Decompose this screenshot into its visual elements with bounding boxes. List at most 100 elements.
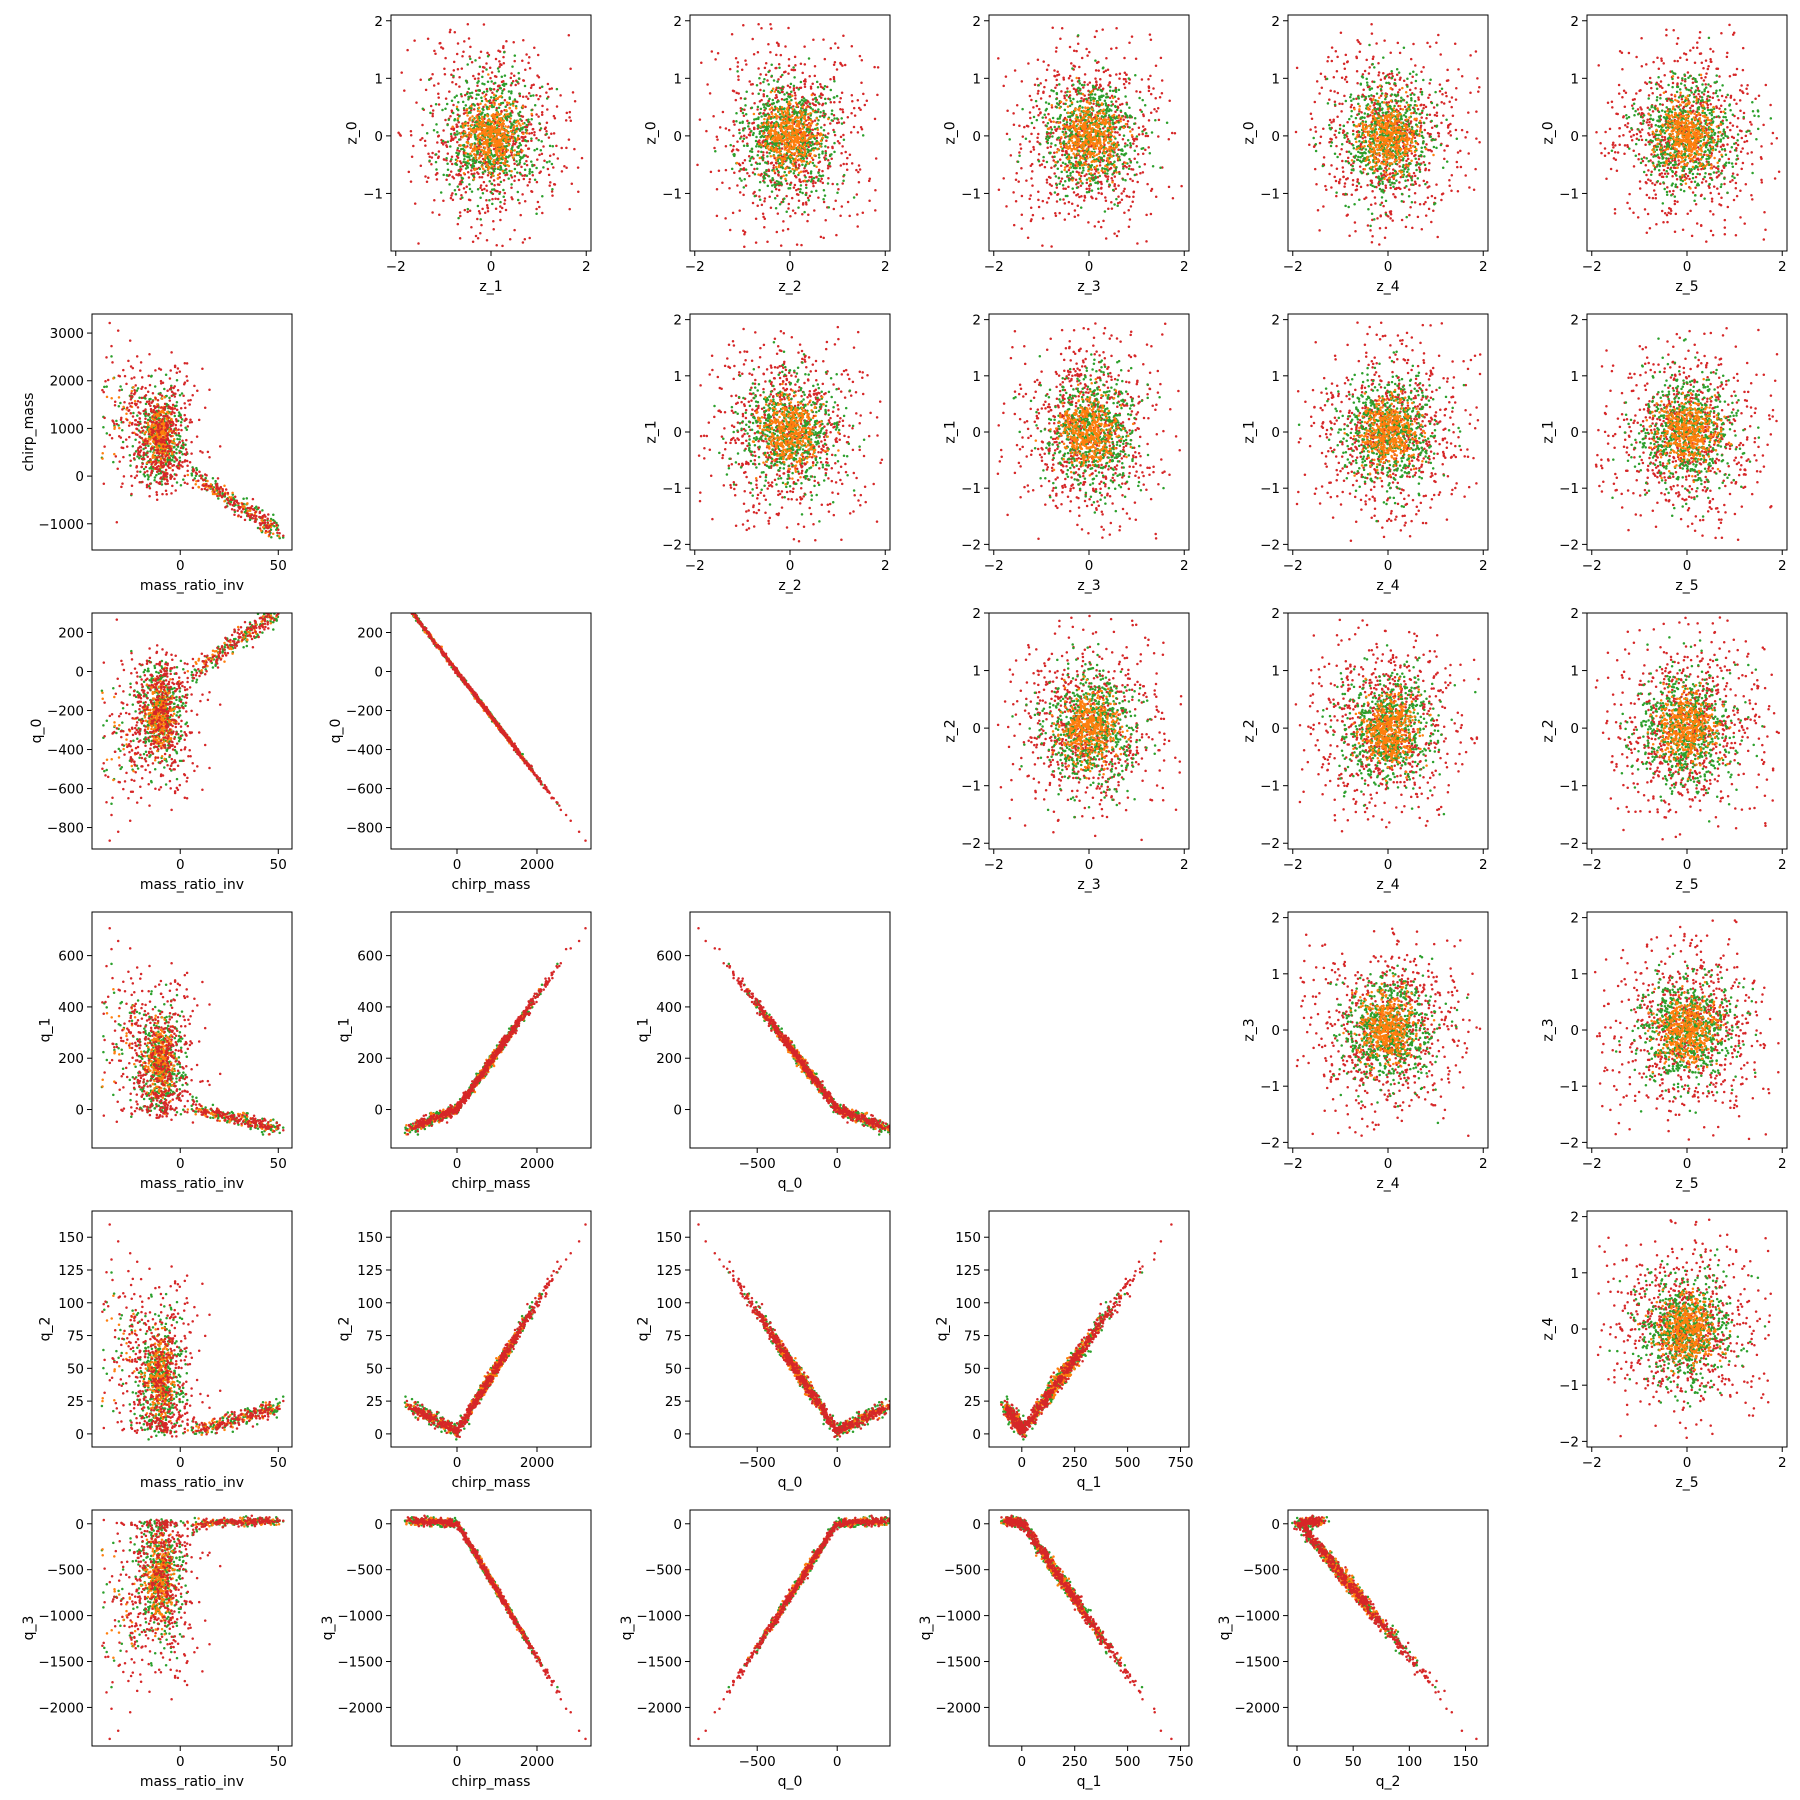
scatter-point [736, 70, 739, 73]
scatter-point [815, 110, 819, 114]
scatter-point [819, 83, 822, 86]
scatter-point [409, 133, 413, 137]
scatter-point [797, 88, 800, 91]
scatter-point [802, 159, 806, 163]
scatter-point [518, 129, 522, 133]
scatter-point [465, 164, 469, 168]
scatter-point [788, 143, 792, 147]
scatter-point [757, 117, 760, 121]
scatter-point [1064, 150, 1068, 153]
scatter-point [801, 102, 804, 105]
scatter-point [1032, 106, 1035, 109]
scatter-point [1136, 153, 1140, 156]
scatter-point [473, 135, 477, 139]
scatter-point [486, 80, 490, 83]
scatter-point [1106, 126, 1109, 130]
scatter-point [790, 127, 794, 131]
scatter-point [1056, 117, 1060, 121]
scatter-point [777, 86, 780, 90]
scatter-point [799, 115, 802, 118]
scatter-point [739, 137, 742, 140]
scatter-point [837, 121, 841, 124]
scatter-point [1132, 190, 1136, 193]
scatter-point [450, 194, 453, 197]
scatter-point [770, 141, 774, 144]
scatter-point [1087, 152, 1090, 156]
scatter-point [839, 61, 842, 65]
scatter-point [510, 176, 514, 179]
scatter-point [799, 144, 803, 148]
scatter-point [478, 132, 482, 135]
scatter-point [1120, 198, 1124, 202]
scatter-point [451, 111, 455, 115]
scatter-point [441, 139, 445, 143]
scatter-point [498, 65, 501, 69]
scatter-point [1144, 134, 1148, 138]
scatter-point [464, 104, 468, 107]
scatter-point [469, 135, 472, 139]
scatter-point [470, 225, 473, 229]
scatter-point [799, 62, 803, 66]
scatter-point [495, 108, 498, 112]
scatter-point [461, 100, 465, 104]
scatter-point [1029, 164, 1033, 168]
scatter-point [1105, 92, 1108, 96]
scatter-point [752, 52, 756, 56]
scatter-point [775, 140, 779, 143]
scatter-point [801, 105, 804, 108]
scatter-point [1056, 160, 1060, 163]
scatter-point [797, 199, 801, 202]
scatter-point [836, 183, 839, 186]
scatter-point [803, 117, 807, 121]
scatter-point [762, 174, 766, 178]
scatter-point [1058, 117, 1061, 120]
scatter-point [1018, 151, 1021, 154]
scatter-point [1045, 124, 1048, 128]
scatter-point [1127, 167, 1131, 170]
scatter-point [1170, 131, 1174, 135]
scatter-point [1122, 118, 1125, 122]
scatter-point [499, 118, 503, 122]
scatter-point [797, 122, 801, 125]
scatter-point [799, 180, 802, 184]
scatter-point [769, 117, 773, 120]
scatter-point [1031, 213, 1035, 217]
scatter-point [1063, 145, 1066, 149]
scatter-point [1072, 49, 1076, 52]
scatter-point [1070, 79, 1074, 82]
scatter-point [762, 103, 765, 106]
scatter-point [1114, 117, 1117, 120]
scatter-point [812, 148, 815, 152]
scatter-point [459, 144, 462, 147]
scatter-point [1072, 83, 1075, 87]
scatter-point [576, 166, 580, 169]
scatter-point [1046, 146, 1049, 149]
scatter-point [1044, 78, 1048, 82]
scatter-point [840, 205, 844, 208]
scatter-point [750, 129, 753, 133]
scatter-point [475, 150, 479, 153]
scatter-point [1081, 171, 1084, 174]
scatter-point [1107, 118, 1111, 121]
scatter-point [512, 139, 515, 143]
scatter-point [717, 169, 721, 173]
scatter-point [743, 233, 746, 236]
scatter-point [1149, 92, 1153, 96]
scatter-point [818, 95, 821, 98]
scatter-point [507, 90, 511, 93]
scatter-point [778, 147, 781, 150]
scatter-point [1104, 119, 1108, 123]
scatter-point [467, 98, 470, 101]
scatter-point [459, 214, 462, 218]
scatter-point [1041, 116, 1044, 119]
scatter-point [1096, 175, 1100, 179]
scatter-point [1063, 128, 1067, 131]
scatter-point [450, 99, 454, 103]
scatter-point [781, 200, 785, 204]
scatter-point [1084, 113, 1088, 117]
scatter-point [821, 93, 824, 97]
scatter-point [817, 168, 821, 172]
scatter-point [476, 152, 479, 155]
scatter-point [515, 130, 518, 133]
scatter-point [1128, 164, 1131, 168]
